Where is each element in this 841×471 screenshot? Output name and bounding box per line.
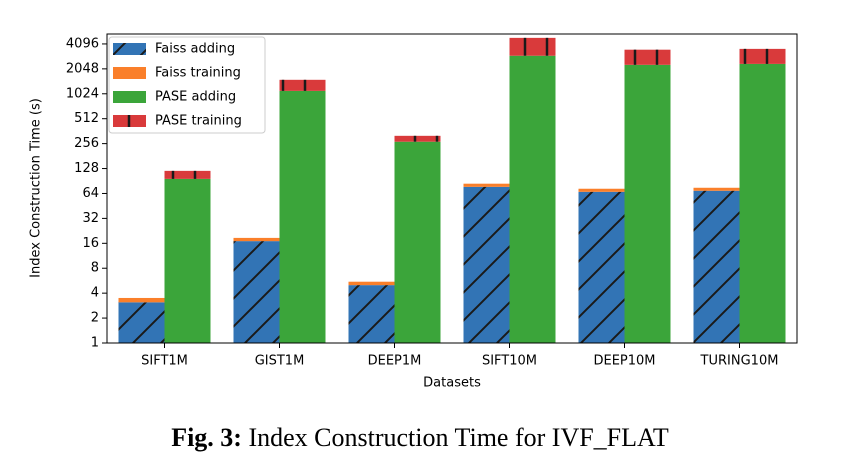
legend-label: PASE training bbox=[155, 114, 242, 129]
y-tick-label: 1024 bbox=[66, 86, 99, 101]
y-tick-label: 64 bbox=[82, 186, 99, 201]
y-tick-label: 256 bbox=[74, 136, 99, 151]
bar-segment bbox=[233, 237, 280, 242]
x-tick-label: GIST1M bbox=[255, 354, 305, 369]
bar-hatch bbox=[739, 48, 786, 64]
y-tick-label: 2048 bbox=[66, 61, 99, 76]
legend-swatch bbox=[113, 91, 146, 103]
bar-segment bbox=[463, 183, 510, 187]
legend-label: PASE adding bbox=[155, 90, 236, 105]
legend-box bbox=[108, 36, 266, 134]
y-tick-label: 4 bbox=[91, 286, 99, 301]
bar-hatch bbox=[463, 186, 510, 343]
x-tick-label: TURING10M bbox=[700, 354, 779, 369]
x-tick-label: SIFT10M bbox=[482, 354, 537, 369]
bar-hatch bbox=[509, 37, 556, 56]
bar-hatch bbox=[578, 191, 625, 343]
y-tick-label: 32 bbox=[82, 211, 99, 226]
bar-hatch bbox=[624, 49, 671, 65]
legend-hatch bbox=[113, 43, 146, 55]
x-axis-label: Datasets bbox=[423, 376, 481, 391]
bar-hatch bbox=[118, 302, 165, 343]
y-axis-label: Index Construction Time (s) bbox=[29, 98, 44, 278]
bar-hatch bbox=[693, 190, 740, 343]
bar-segment bbox=[509, 55, 556, 343]
legend-label: Faiss adding bbox=[155, 42, 235, 57]
y-tick-label: 2 bbox=[91, 311, 99, 326]
legend: Faiss adding Faiss training PASE adding PAS… bbox=[108, 36, 266, 134]
bar-hatch bbox=[394, 135, 441, 142]
legend-hatch bbox=[113, 115, 146, 127]
y-tick-label: 1 bbox=[91, 336, 99, 351]
y-tick-label: 128 bbox=[74, 161, 99, 176]
y-tick-label: 512 bbox=[74, 111, 99, 126]
bar-segment bbox=[164, 178, 211, 343]
bar-hatch bbox=[164, 170, 211, 179]
bar-segment bbox=[348, 281, 395, 286]
bar-hatch bbox=[233, 241, 280, 343]
legend-label: Faiss training bbox=[155, 66, 241, 81]
bar-segment bbox=[624, 64, 671, 343]
x-tick-label: DEEP10M bbox=[593, 354, 655, 369]
plot-frame bbox=[106, 33, 798, 344]
bar-segment bbox=[693, 187, 740, 191]
caption-text: Index Construction Time for IVF_FLAT bbox=[248, 423, 668, 452]
bar-segment bbox=[578, 188, 625, 192]
caption: Fig. 3: Index Construction Time for IVF_… bbox=[171, 423, 669, 452]
bar-segment bbox=[118, 297, 165, 303]
bar-hatch bbox=[279, 79, 326, 91]
x-tick-label: SIFT1M bbox=[141, 354, 188, 369]
bar-segment bbox=[279, 90, 326, 344]
legend-swatch bbox=[113, 67, 146, 79]
y-tick-label: 16 bbox=[82, 236, 99, 251]
x-tick-label: DEEP1M bbox=[368, 354, 422, 369]
bar-segment bbox=[394, 141, 441, 343]
bar-segment bbox=[739, 63, 786, 344]
caption-label: Fig. 3: bbox=[171, 423, 242, 452]
bar-hatch bbox=[348, 285, 395, 343]
y-tick-label: 4096 bbox=[66, 36, 99, 51]
y-tick-label: 8 bbox=[91, 261, 99, 276]
